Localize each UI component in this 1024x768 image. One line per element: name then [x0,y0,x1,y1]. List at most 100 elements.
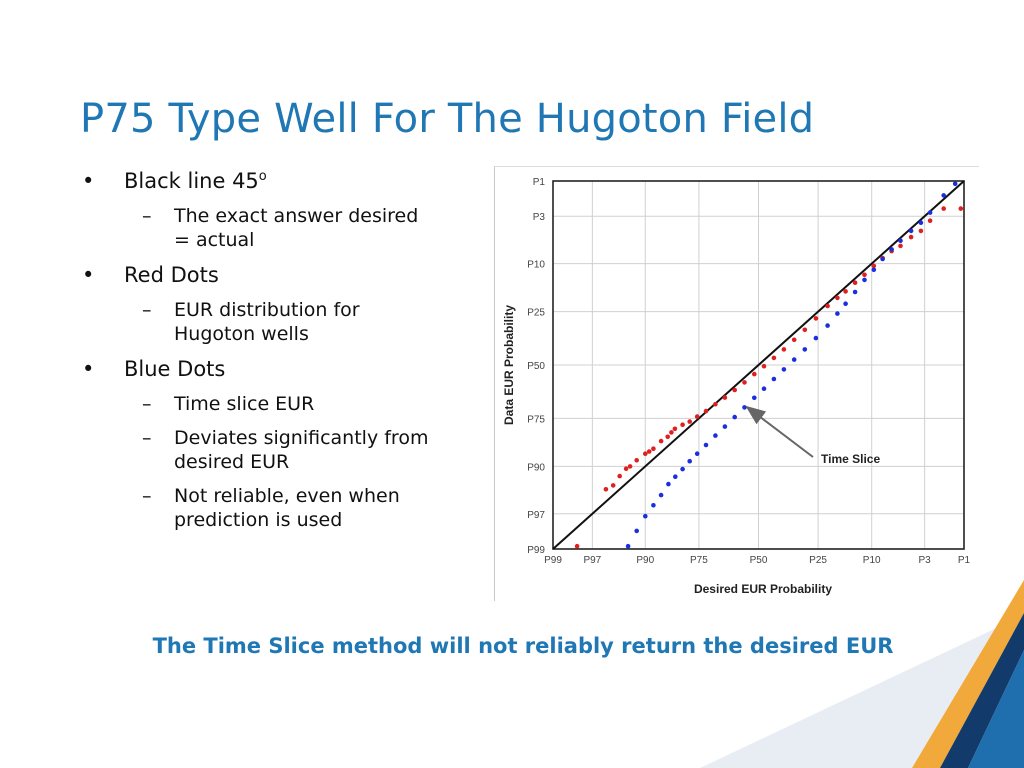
blue-data-point [625,543,631,549]
red-data-point [781,347,787,352]
red-data-point [703,408,709,414]
blue-data-point [952,181,958,187]
red-data-point [835,295,840,301]
red-data-point [646,449,652,454]
y-tick-label: P50 [527,361,545,372]
red-data-point [761,363,767,369]
sub-bullet: The exact answer desired = actual [80,204,440,252]
red-data-point [574,543,580,549]
red-data-point [610,483,616,488]
blue-data-point [791,357,797,362]
sub-bullet: Deviates significantly from desired EUR [80,426,440,474]
blue-data-point [871,267,877,272]
blue-data-point [761,386,767,391]
red-data-point [908,234,914,240]
red-data-point [927,218,933,223]
slide-caption: The Time Slice method will not reliably … [152,634,894,658]
y-tick-label: P75 [527,414,545,425]
red-data-point [732,387,737,393]
y-tick-label: P3 [533,212,546,223]
red-data-point [658,438,664,444]
y-tick-label: P99 [527,545,545,556]
red-data-point [918,228,924,234]
sub-bullet: EUR distribution for Hugoton wells [80,298,440,346]
red-data-point [852,280,858,285]
y-tick-label: P25 [527,308,545,319]
blue-data-point [908,228,914,234]
red-data-point [672,426,678,432]
red-data-point [843,289,848,294]
red-data-point [669,430,674,435]
bullet-text: Black line 45 [124,169,259,193]
probability-chart: P99 P97 P90 P75 P50 P25 P10 P3 P1 P99 P97 P90 P75 P50… [494,166,979,601]
red-data-point [898,243,903,249]
red-data-point [623,466,629,472]
red-data-point [825,303,830,309]
bullet-red-dots: Red Dots [80,262,440,288]
red-data-point [713,401,718,407]
x-tick-label: P99 [544,555,562,566]
blue-data-point [927,210,933,215]
x-tick-label: P1 [958,555,971,566]
blue-data-point [771,376,777,382]
red-data-point [627,464,633,469]
sub-bullet: Not reliable, even when prediction is us… [80,484,440,532]
red-data-point [617,473,622,479]
blue-data-point [673,474,678,480]
blue-data-point [732,414,737,420]
x-tick-label: P10 [863,555,881,566]
x-tick-label: P25 [809,555,827,566]
slide-title: P75 Type Well For The Hugoton Field [80,96,815,142]
blue-data-point [703,442,709,448]
blue-data-point [643,513,648,519]
blue-data-point [898,238,903,243]
bullet-list: Black line 45o The exact answer desired … [80,168,440,542]
chart-svg: P99 P97 P90 P75 P50 P25 P10 P3 P1 P99 P97 P90 P75 P50… [502,177,971,596]
blue-data-point [694,451,700,457]
blue-data-point [680,466,685,472]
blue-data-point [666,481,671,487]
decor-gold-stripe [912,580,1024,768]
red-data-point [687,419,692,424]
red-data-point [813,316,819,321]
y-tick-label: P90 [527,462,545,473]
blue-data-point [825,323,830,328]
x-axis-title: Desired EUR Probability [694,582,832,596]
red-data-point [862,272,867,278]
red-data-point [802,327,808,333]
decor-navy-stripe [940,613,1024,768]
red-data-point [680,422,685,427]
blue-data-point [752,395,757,401]
red-data-point [752,371,757,377]
red-data-point [603,487,609,492]
blue-data-point [722,424,728,429]
x-tick-label: P3 [919,555,932,566]
red-data-point [771,355,777,361]
blue-data-point [889,247,894,252]
blue-data-point [781,367,787,372]
x-tick-label: P90 [636,555,654,566]
degree-superscript: o [258,169,267,184]
y-tick-label: P1 [533,177,546,188]
red-data-point [791,337,797,343]
blue-data-point [687,458,692,464]
x-tick-label: P50 [750,555,768,566]
blue-data-point [852,289,858,295]
red-data-point [651,446,656,452]
y-axis-title: Data EUR Probability [502,305,516,425]
x-tick-label: P75 [690,555,708,566]
time-slice-arrow [745,405,814,458]
red-data-point [643,451,648,457]
red-data-point [722,395,728,400]
red-data-point [694,414,700,419]
red-data-point [958,206,964,211]
bullet-black-line: Black line 45o [80,168,440,194]
bullet-blue-dots: Blue Dots [80,356,440,382]
reference-45-line [552,180,965,550]
decor-blue-stripe [968,650,1024,768]
blue-data-point [802,347,808,352]
red-data-point [941,206,946,211]
blue-data-point [880,256,885,262]
plot-frame [552,180,965,550]
